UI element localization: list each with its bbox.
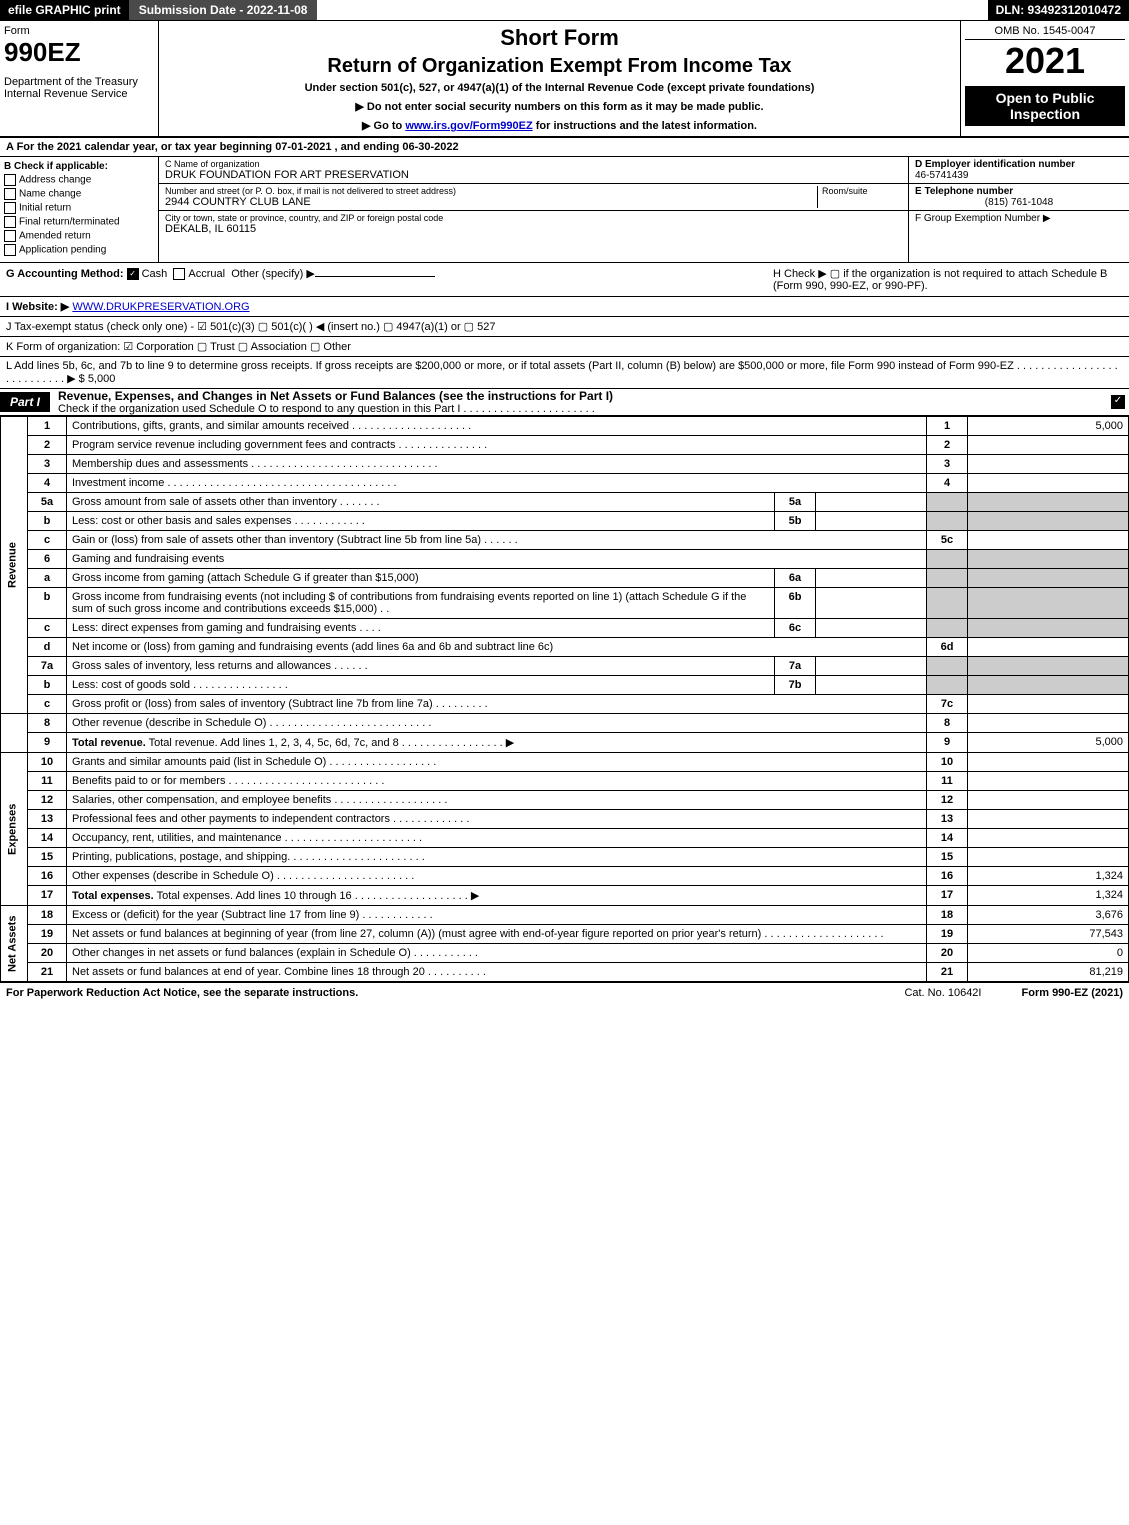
line17-amount: 1,324 [968,886,1129,906]
form-header: Form 990EZ Department of the Treasury In… [0,21,1129,138]
part1-check[interactable]: ✓ [1111,395,1125,409]
return-title: Return of Organization Exempt From Incom… [163,55,956,78]
check-initial-return[interactable]: Initial return [4,202,154,214]
b-column: B Check if applicable: Address change Na… [0,157,159,262]
gh-row: G Accounting Method: ✓Cash Accrual Other… [0,263,1129,297]
submission-date: Submission Date - 2022-11-08 [129,0,318,20]
l-row: L Add lines 5b, 6c, and 7b to line 9 to … [0,357,1129,389]
irs-link[interactable]: www.irs.gov/Form990EZ [405,120,532,132]
room-label: Room/suite [822,186,902,196]
open-to-public: Open to Public Inspection [965,86,1125,126]
form-number: 990EZ [4,37,154,68]
efile-print-label[interactable]: efile GRAPHIC print [0,0,129,20]
k-row: K Form of organization: ☑ Corporation ▢ … [0,337,1129,357]
i-row: I Website: ▶ WWW.DRUKPRESERVATION.ORG [0,297,1129,317]
header-right: OMB No. 1545-0047 2021 Open to Public In… [960,21,1129,136]
line9-amount: 5,000 [968,733,1129,753]
h-schedule-b: H Check ▶ ▢ if the organization is not r… [773,267,1123,292]
line1-amount: 5,000 [968,417,1129,436]
f-label: F Group Exemption Number ▶ [915,213,1123,224]
d-label: D Employer identification number [915,159,1123,170]
line16-amount: 1,324 [968,867,1129,886]
footer-catno: Cat. No. 10642I [904,987,981,999]
tax-year: 2021 [965,40,1125,82]
topbar: efile GRAPHIC print Submission Date - 20… [0,0,1129,21]
omb-number: OMB No. 1545-0047 [965,25,1125,40]
check-accrual[interactable] [173,268,185,280]
c-column: C Name of organization DRUK FOUNDATION F… [159,157,909,262]
check-address-change[interactable]: Address change [4,174,154,186]
header-left: Form 990EZ Department of the Treasury In… [0,21,159,136]
sidebar-revenue: Revenue [1,417,28,714]
header-center: Short Form Return of Organization Exempt… [159,21,960,136]
footer: For Paperwork Reduction Act Notice, see … [0,982,1129,1003]
c-name-label: C Name of organization [165,159,902,169]
check-amended-return[interactable]: Amended return [4,230,154,242]
j-row: J Tax-exempt status (check only one) - ☑… [0,317,1129,337]
bcd-row: B Check if applicable: Address change Na… [0,157,1129,263]
check-name-change[interactable]: Name change [4,188,154,200]
line18-amount: 3,676 [968,906,1129,925]
ein: 46-5741439 [915,170,1123,181]
org-city: DEKALB, IL 60115 [165,223,902,235]
department: Department of the Treasury Internal Reve… [4,76,154,100]
footer-left: For Paperwork Reduction Act Notice, see … [6,987,904,999]
row-a-tax-year: A For the 2021 calendar year, or tax yea… [0,138,1129,157]
addr-label: Number and street (or P. O. box, if mail… [165,186,817,196]
e-label: E Telephone number [915,186,1123,197]
check-final-return[interactable]: Final return/terminated [4,216,154,228]
short-form-title: Short Form [163,25,956,51]
org-address: 2944 COUNTRY CLUB LANE [165,196,817,208]
part1-title: Revenue, Expenses, and Changes in Net As… [50,389,613,403]
part1-header: Part I Revenue, Expenses, and Changes in… [0,389,1129,416]
check-application-pending[interactable]: Application pending [4,244,154,256]
part1-label: Part I [0,392,50,412]
phone: (815) 761-1048 [915,197,1123,208]
line21-amount: 81,219 [968,963,1129,982]
sidebar-netassets: Net Assets [1,906,28,982]
b-label: B Check if applicable: [4,161,154,172]
line19-amount: 77,543 [968,925,1129,944]
dln: DLN: 93492312010472 [988,0,1129,20]
form-word: Form [4,25,154,37]
under-section: Under section 501(c), 527, or 4947(a)(1)… [163,82,956,94]
goto-instructions: ▶ Go to www.irs.gov/Form990EZ for instru… [163,119,956,132]
website-link[interactable]: WWW.DRUKPRESERVATION.ORG [72,301,249,313]
check-cash[interactable]: ✓ [127,268,139,280]
footer-formref: Form 990-EZ (2021) [1022,987,1124,999]
sidebar-expenses: Expenses [1,753,28,906]
line20-amount: 0 [968,944,1129,963]
lines-table: Revenue 1 Contributions, gifts, grants, … [0,416,1129,982]
part1-sub: Check if the organization used Schedule … [50,403,595,415]
ssn-note: ▶ Do not enter social security numbers o… [163,100,956,113]
city-label: City or town, state or province, country… [165,213,902,223]
g-label: G Accounting Method: [6,268,124,280]
org-name: DRUK FOUNDATION FOR ART PRESERVATION [165,169,902,181]
d-column: D Employer identification number 46-5741… [909,157,1129,262]
